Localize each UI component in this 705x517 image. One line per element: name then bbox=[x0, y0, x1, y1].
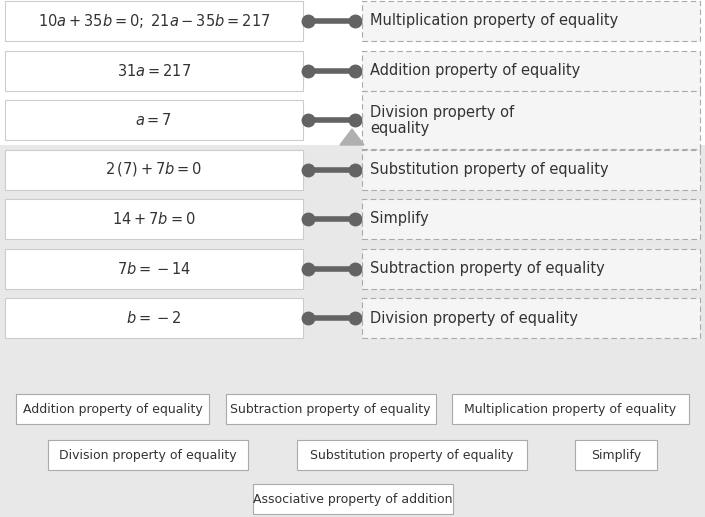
FancyBboxPatch shape bbox=[226, 394, 436, 424]
Text: $b = -2$: $b = -2$ bbox=[126, 310, 181, 326]
Text: $a = 7$: $a = 7$ bbox=[135, 112, 173, 128]
FancyBboxPatch shape bbox=[452, 394, 689, 424]
Text: Addition property of equality: Addition property of equality bbox=[370, 63, 580, 78]
Text: $31a = 217$: $31a = 217$ bbox=[117, 63, 191, 79]
FancyBboxPatch shape bbox=[362, 51, 700, 90]
FancyBboxPatch shape bbox=[5, 149, 303, 190]
Text: Division property of: Division property of bbox=[370, 104, 514, 119]
Text: $7b = -14$: $7b = -14$ bbox=[117, 261, 191, 277]
Text: Subtraction property of equality: Subtraction property of equality bbox=[370, 261, 605, 276]
FancyBboxPatch shape bbox=[5, 298, 303, 338]
FancyBboxPatch shape bbox=[5, 199, 303, 239]
FancyBboxPatch shape bbox=[297, 440, 527, 470]
Text: $10a + 35b = 0;\; 21a - 35b = 217$: $10a + 35b = 0;\; 21a - 35b = 217$ bbox=[38, 12, 270, 30]
Text: equality: equality bbox=[370, 120, 429, 135]
FancyBboxPatch shape bbox=[362, 298, 700, 338]
FancyBboxPatch shape bbox=[362, 249, 700, 288]
Text: Subtraction property of equality: Subtraction property of equality bbox=[231, 403, 431, 416]
Text: Simplify: Simplify bbox=[591, 449, 641, 462]
Polygon shape bbox=[340, 129, 364, 145]
FancyBboxPatch shape bbox=[5, 51, 303, 90]
Text: Substitution property of equality: Substitution property of equality bbox=[370, 162, 608, 177]
FancyBboxPatch shape bbox=[362, 149, 700, 190]
FancyBboxPatch shape bbox=[48, 440, 248, 470]
FancyBboxPatch shape bbox=[252, 484, 453, 514]
FancyBboxPatch shape bbox=[362, 199, 700, 239]
FancyBboxPatch shape bbox=[0, 0, 705, 145]
FancyBboxPatch shape bbox=[5, 100, 303, 140]
Text: Simplify: Simplify bbox=[370, 211, 429, 226]
Text: Multiplication property of equality: Multiplication property of equality bbox=[370, 13, 618, 28]
Text: $2\,(7) + 7b = 0$: $2\,(7) + 7b = 0$ bbox=[105, 160, 202, 178]
Text: Division property of equality: Division property of equality bbox=[59, 449, 237, 462]
FancyBboxPatch shape bbox=[362, 91, 700, 149]
Text: Division property of equality: Division property of equality bbox=[370, 311, 578, 326]
Text: Substitution property of equality: Substitution property of equality bbox=[309, 449, 513, 462]
Text: Multiplication property of equality: Multiplication property of equality bbox=[464, 403, 676, 416]
FancyBboxPatch shape bbox=[575, 440, 657, 470]
Text: Associative property of addition: Associative property of addition bbox=[253, 493, 452, 506]
FancyBboxPatch shape bbox=[5, 249, 303, 288]
FancyBboxPatch shape bbox=[5, 1, 303, 41]
Text: Addition property of equality: Addition property of equality bbox=[23, 403, 202, 416]
FancyBboxPatch shape bbox=[362, 1, 700, 41]
FancyBboxPatch shape bbox=[16, 394, 209, 424]
Text: $14 + 7b = 0$: $14 + 7b = 0$ bbox=[112, 211, 196, 227]
